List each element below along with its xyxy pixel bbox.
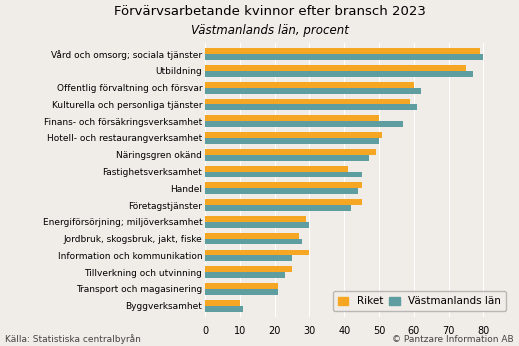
Bar — [205, 289, 278, 295]
Bar — [205, 205, 351, 211]
Bar — [205, 216, 306, 222]
Bar — [205, 71, 473, 77]
Bar — [205, 222, 309, 228]
Bar — [205, 115, 379, 121]
Bar — [205, 132, 383, 138]
Bar — [205, 138, 379, 144]
Bar — [205, 65, 466, 71]
Bar — [205, 272, 285, 278]
Bar — [205, 266, 292, 272]
Bar — [205, 306, 243, 311]
Bar — [205, 182, 362, 188]
Bar — [205, 249, 309, 255]
Text: © Pantzare Information AB: © Pantzare Information AB — [392, 335, 514, 344]
Bar — [205, 121, 403, 127]
Bar — [205, 233, 299, 239]
Bar — [205, 188, 358, 194]
Bar — [205, 149, 376, 155]
Bar — [205, 88, 421, 93]
Bar — [205, 104, 417, 110]
Bar — [205, 255, 292, 261]
Bar — [205, 54, 483, 60]
Bar — [205, 155, 368, 161]
Bar — [205, 99, 411, 104]
Bar — [205, 199, 362, 205]
Bar — [205, 166, 348, 172]
Bar — [205, 283, 278, 289]
Legend: Riket, Västmanlands län: Riket, Västmanlands län — [333, 291, 506, 311]
Bar — [205, 300, 240, 306]
Bar — [205, 172, 362, 177]
Bar — [205, 239, 303, 245]
Bar — [205, 48, 480, 54]
Bar — [205, 82, 414, 88]
Text: Västmanlands län, procent: Västmanlands län, procent — [191, 24, 349, 37]
Text: Källa: Statistiska centralbyrån: Källa: Statistiska centralbyrån — [5, 334, 141, 344]
Text: Förvärvsarbetande kvinnor efter bransch 2023: Förvärvsarbetande kvinnor efter bransch … — [114, 5, 426, 18]
